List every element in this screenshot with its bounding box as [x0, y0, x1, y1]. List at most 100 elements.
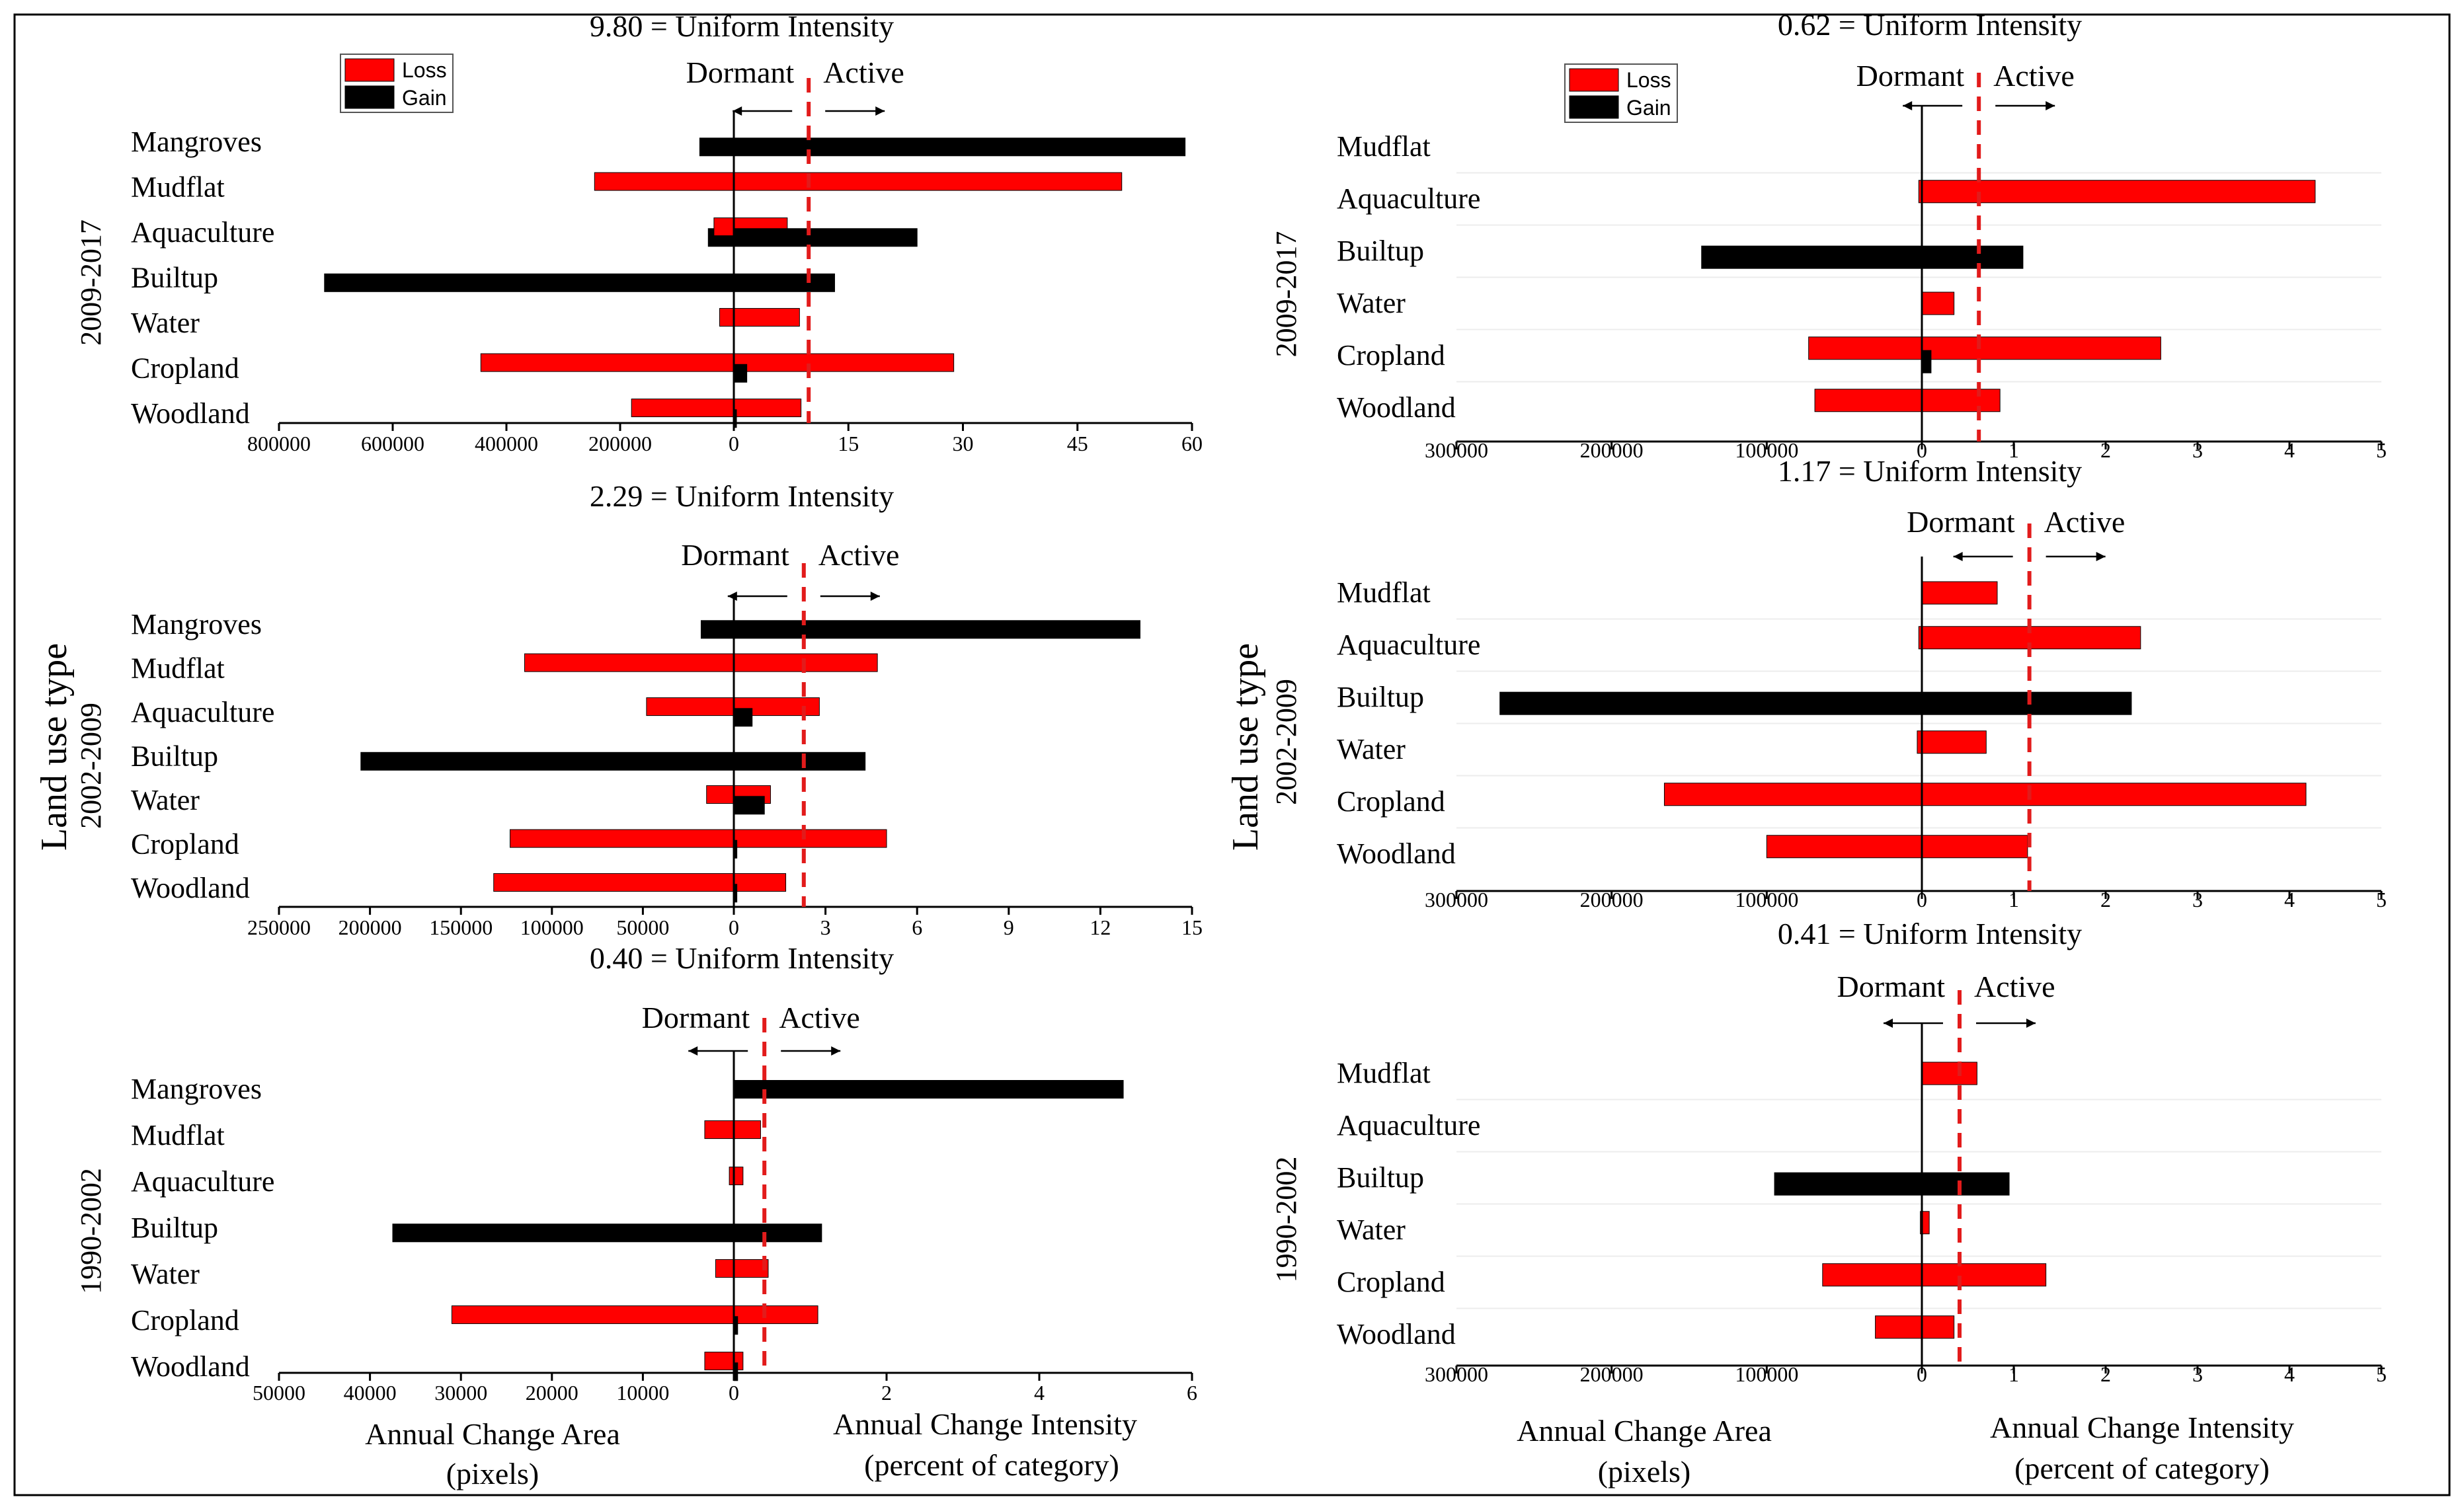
dormant-arrowhead — [733, 106, 742, 116]
dormant-arrowhead — [1903, 101, 1913, 110]
area-tick-label: 800000 — [247, 432, 311, 455]
active-arrowhead — [2046, 101, 2055, 110]
gain-bar — [733, 1080, 1124, 1099]
loss-bar — [594, 172, 735, 191]
intensity-tick-label: 5 — [2376, 438, 2387, 462]
chart-panel-right-2009-2017: 0.62 = Uniform Intensity 2009-2017 Mudflat… — [1270, 8, 2387, 462]
intensity-tick-label: 1 — [2008, 438, 2019, 462]
category-label: Mangroves — [131, 608, 262, 640]
gain-bar — [733, 620, 1140, 639]
loss-bar — [1808, 336, 1923, 360]
gain-bar — [1701, 245, 1923, 269]
loss-bar — [451, 1305, 735, 1325]
chart-title: 9.80 = Uniform Intensity — [590, 9, 894, 43]
loss-bar — [733, 1120, 761, 1140]
intensity-tick-label: 1 — [2008, 888, 2019, 911]
area-tick-label: 300000 — [1425, 1362, 1488, 1386]
category-label: Aquaculture — [131, 216, 274, 249]
legend-loss-swatch — [1569, 68, 1619, 92]
chart-panels: 9.80 = Uniform Intensity 2009-2017 Mangrov… — [75, 8, 2387, 1405]
category-label: Aquaculture — [131, 1165, 274, 1198]
area-axis-title-right: Annual Change Area — [1517, 1414, 1772, 1448]
category-label: Aquaculture — [1337, 629, 1480, 661]
dormant-label: Dormant — [681, 538, 789, 572]
active-arrowhead — [870, 592, 880, 601]
dormant-arrowhead — [727, 592, 737, 601]
category-label: Water — [131, 1258, 200, 1290]
area-tick-label: 400000 — [475, 432, 538, 455]
dormant-arrowhead — [1883, 1019, 1893, 1028]
category-label: Cropland — [131, 1304, 239, 1336]
category-label: Mudflat — [1337, 1057, 1431, 1089]
gain-bar — [733, 364, 748, 383]
loss-bar — [1814, 389, 1923, 412]
intensity-tick-label: 45 — [1067, 432, 1088, 455]
chart-panel-right-2002-2009: 1.17 = Uniform Intensity 2002-2009 Mudflat… — [1270, 454, 2387, 911]
active-label: Active — [779, 1001, 860, 1034]
category-label: Woodland — [131, 1350, 250, 1383]
gain-bar — [733, 137, 1186, 157]
chart-panel-left-1990-2002: 0.40 = Uniform Intensity 1990-2002 Mangrov… — [75, 941, 1197, 1405]
gain-bar — [392, 1223, 735, 1243]
gain-bar — [700, 620, 735, 639]
period-label: 1990-2002 — [1270, 1157, 1302, 1283]
legend-gain-label: Gain — [1626, 96, 1671, 120]
intensity-axis-unit-left: (percent of category) — [864, 1448, 1119, 1482]
gain-bar — [1921, 350, 1932, 373]
legend-gain-swatch — [344, 85, 395, 109]
loss-bar — [733, 353, 955, 372]
loss-bar — [733, 308, 800, 327]
category-label: Mudflat — [131, 171, 225, 204]
category-label: Builtup — [131, 740, 218, 773]
category-label: Water — [1337, 287, 1406, 319]
category-label: Mudflat — [131, 1119, 225, 1151]
active-label: Active — [818, 538, 900, 572]
category-label: Cropland — [1337, 1266, 1445, 1298]
dormant-arrowhead — [1953, 552, 1963, 561]
area-tick-label: 200000 — [588, 432, 652, 455]
gain-bar — [733, 228, 918, 247]
gain-bar — [1921, 691, 2132, 715]
loss-bar — [733, 172, 1123, 191]
category-label: Builtup — [131, 262, 218, 294]
area-tick-label: 10000 — [616, 1381, 669, 1405]
area-tick-label: 100000 — [1735, 888, 1798, 911]
period-label: 2009-2017 — [75, 219, 107, 346]
area-tick-label: 300000 — [1425, 438, 1488, 462]
area-tick-label: 20000 — [526, 1381, 578, 1405]
gain-bar — [1499, 691, 1923, 715]
intensity-tick-label: 0 — [729, 432, 739, 455]
area-tick-label: 200000 — [1580, 1362, 1644, 1386]
area-tick-label: 200000 — [1580, 888, 1644, 911]
loss-bar — [1921, 835, 2028, 859]
chart-panel-left-2009-2017: 9.80 = Uniform Intensity 2009-2017 Mangrov… — [75, 9, 1203, 455]
category-label: Mudflat — [1337, 130, 1431, 163]
period-label: 2002-2009 — [1270, 679, 1302, 805]
category-label: Water — [1337, 1214, 1406, 1246]
area-tick-label: 50000 — [253, 1381, 305, 1405]
intensity-tick-label: 15 — [1181, 915, 1203, 939]
intensity-tick-label: 4 — [1034, 1381, 1045, 1405]
loss-bar — [510, 829, 735, 848]
category-label: Cropland — [1337, 339, 1445, 371]
area-axis-unit-left: (pixels) — [446, 1457, 539, 1490]
dormant-label: Dormant — [642, 1001, 750, 1034]
y-axis-title-left: Land use type — [34, 643, 75, 851]
area-tick-label: 300000 — [1425, 888, 1488, 911]
active-arrowhead — [2026, 1019, 2036, 1028]
loss-bar — [1921, 730, 1987, 754]
category-label: Cropland — [1337, 785, 1445, 818]
gain-bar — [733, 1223, 822, 1243]
gain-bar — [1921, 245, 2024, 269]
intensity-tick-label: 3 — [2192, 888, 2203, 911]
intensity-axis-title-left: Annual Change Intensity — [833, 1407, 1137, 1441]
area-tick-label: 600000 — [361, 432, 424, 455]
active-label: Active — [823, 56, 904, 89]
loss-bar — [1921, 1062, 1977, 1085]
area-tick-label: 100000 — [1735, 1362, 1798, 1386]
category-label: Woodland — [1337, 391, 1456, 424]
active-label: Active — [1993, 59, 2075, 93]
legend-gain-label: Gain — [402, 86, 447, 110]
category-label: Water — [131, 307, 200, 339]
gain-bar — [733, 708, 753, 727]
